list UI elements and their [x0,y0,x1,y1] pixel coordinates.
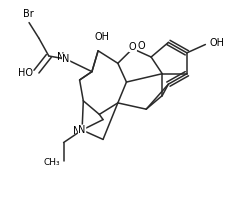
Text: OH: OH [94,32,109,42]
Text: N: N [62,54,70,64]
Text: N: N [58,52,65,62]
Text: HO: HO [18,68,33,78]
Text: O: O [138,41,145,51]
Text: N: N [73,126,81,136]
Text: CH₃: CH₃ [43,158,60,167]
Text: O: O [129,42,136,52]
Text: Br: Br [23,9,34,20]
Text: N: N [78,125,86,135]
Text: OH: OH [209,38,224,49]
